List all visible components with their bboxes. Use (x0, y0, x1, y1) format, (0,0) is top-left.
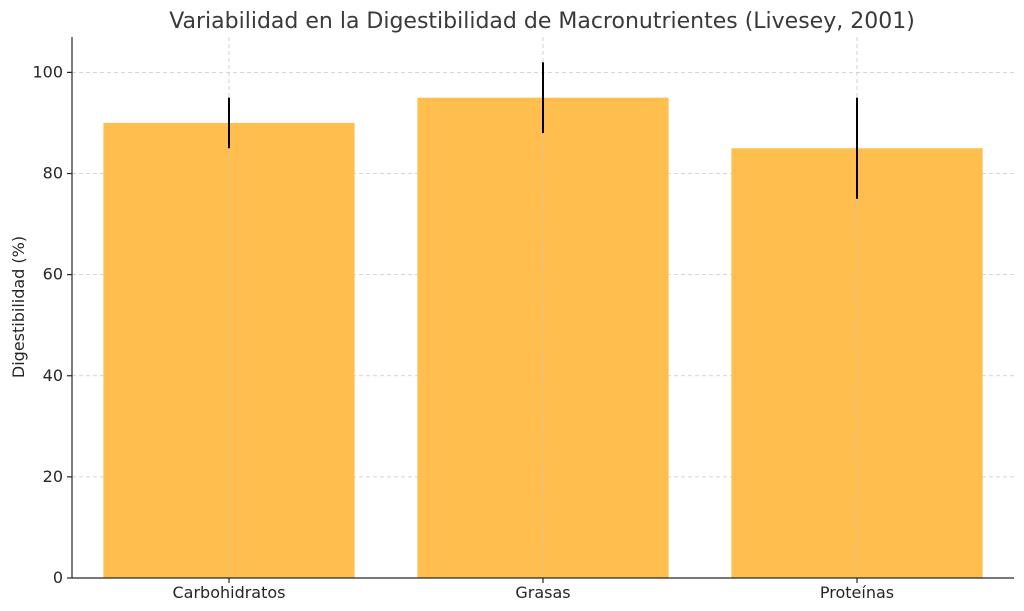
y-tick-label: 100 (32, 62, 63, 81)
y-tick-label: 80 (43, 164, 63, 183)
chart-title: Variabilidad en la Digestibilidad de Mac… (169, 9, 915, 34)
bar-layer (103, 97, 983, 578)
y-axis-label: Digestibilidad (%) (9, 236, 28, 378)
bar-grasas (417, 97, 669, 578)
x-tick-label: Grasas (515, 583, 570, 602)
tick-label-layer: 0 20 40 60 80 100 Carbohidratos Grasas Proteínas (32, 62, 894, 602)
y-tick-label: 0 (53, 568, 63, 587)
y-tick-label: 60 (43, 265, 63, 284)
axis-layer (67, 37, 1014, 583)
x-tick-label: Proteínas (820, 583, 894, 602)
error-bar-layer (228, 62, 858, 199)
y-tick-label: 40 (43, 366, 63, 385)
vertical-grid-layer (228, 37, 858, 578)
x-tick-label: Carbohidratos (172, 583, 285, 602)
y-tick-label: 20 (43, 467, 63, 486)
